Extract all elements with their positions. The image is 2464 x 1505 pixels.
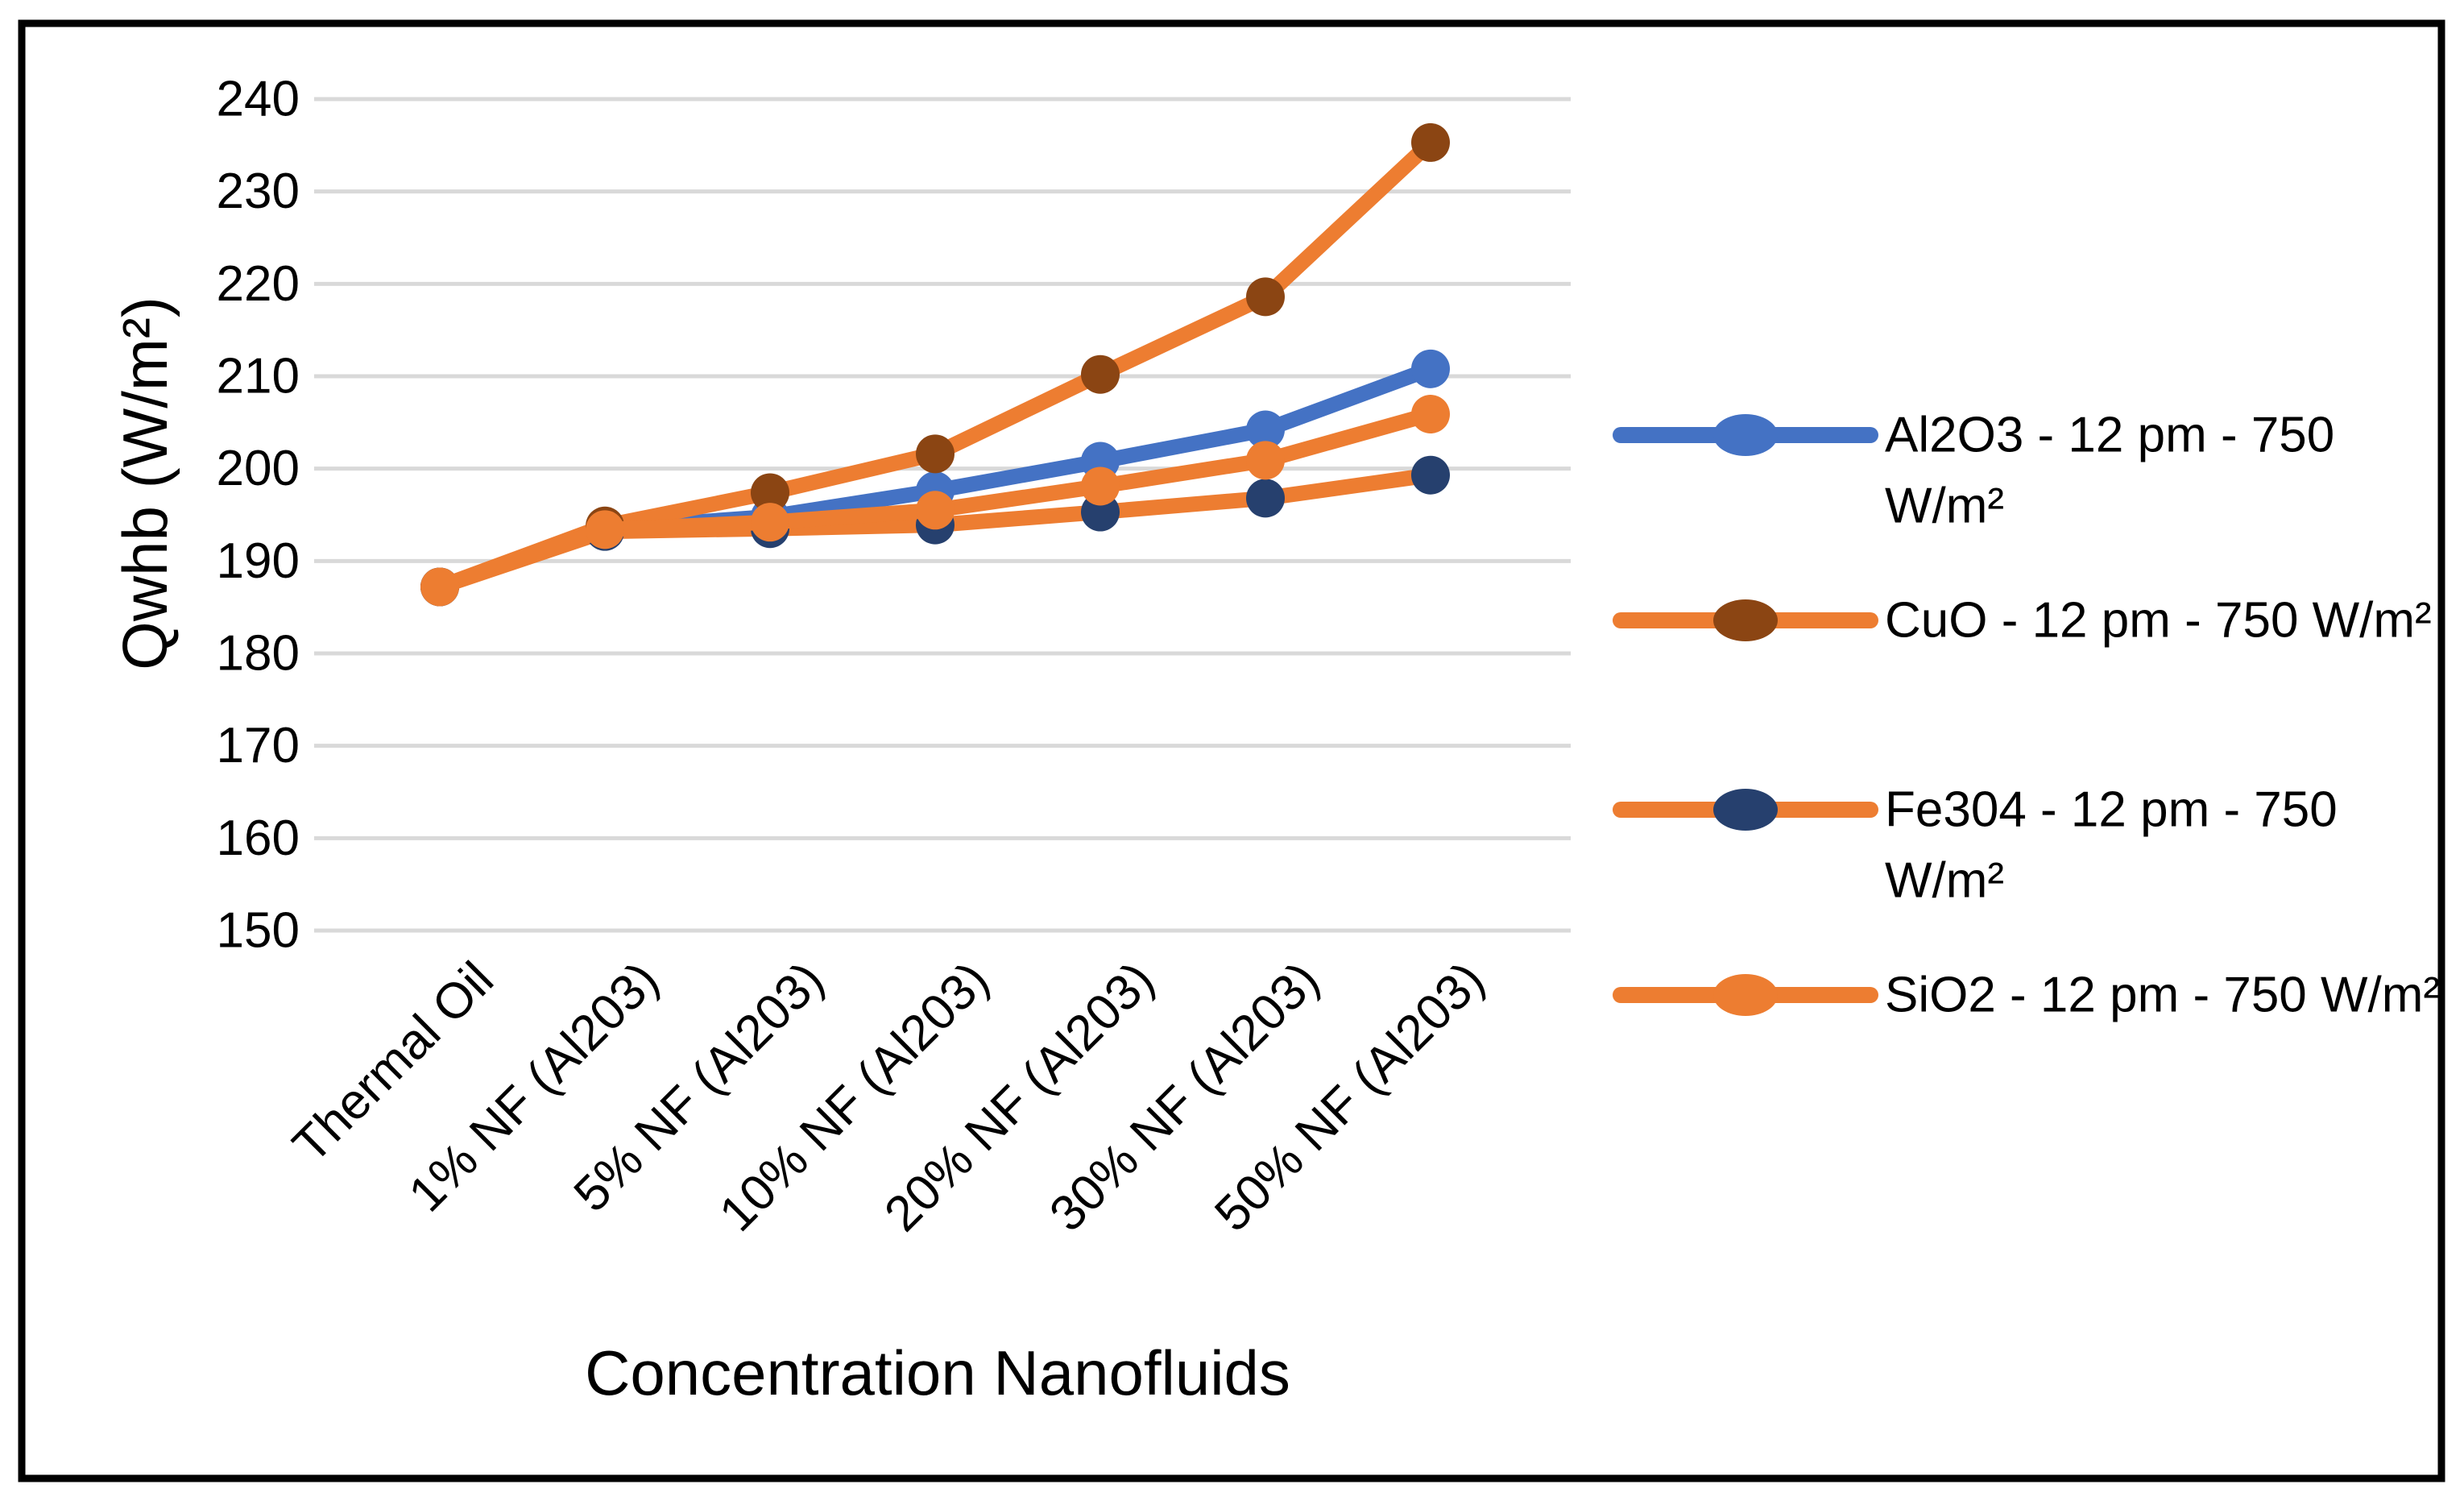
y-tick-label: 160 [217,811,300,866]
data-point-sio2-5 [1246,441,1285,480]
y-axis-title: Qwhb (W/m²) [110,296,180,670]
legend-label-fe3o4: Fe304 - 12 pm - 750 [1885,782,2338,838]
data-point-al2o3-6 [1411,349,1450,388]
legend-label-sio2: SiO2 - 12 pm - 750 W/m² [1885,968,2440,1023]
y-tick-label: 210 [217,349,300,404]
y-axis-tick-labels: 150 160 170 180 190 200 210 220 230 240 [217,72,300,959]
y-tick-label: 240 [217,72,300,127]
legend-item-fe3o4: Fe304 - 12 pm - 750 W/m² [1613,782,2338,909]
data-point-cuo-3 [916,434,955,474]
legend-item-cuo: CuO - 12 pm - 750 W/m² [1613,593,2432,649]
y-tick-label: 200 [217,441,300,496]
legend-label-cuo: CuO - 12 pm - 750 W/m² [1885,593,2432,649]
data-point-fe3o4-5 [1246,479,1285,518]
data-point-cuo-4 [1081,354,1120,394]
legend-marker-cuo [1713,599,1778,641]
legend-marker-al2o3 [1713,414,1778,456]
data-point-fe3o4-6 [1411,455,1450,495]
y-tick-label: 190 [217,533,300,589]
data-point-sio2-1 [586,510,624,549]
y-tick-label: 170 [217,718,300,773]
legend-marker-fe3o4 [1713,789,1778,831]
data-point-sio2-4 [1081,466,1120,506]
data-point-sio2-3 [916,491,955,530]
legend-label-al2o3: Al2O3 - 12 pm - 750 [1885,408,2334,463]
figure-border [18,19,2445,1482]
data-point-al2o3-5 [1246,410,1285,450]
data-point-sio2-6 [1411,395,1450,434]
data-point-sio2-2 [751,503,789,542]
legend-marker-sio2 [1713,974,1778,1016]
legend-item-al2o3: Al2O3 - 12 pm - 750 W/m² [1613,408,2334,534]
legend: Al2O3 - 12 pm - 750 W/m² CuO - 12 pm - 750… [1613,408,2440,1023]
data-point-cuo-2 [751,473,789,512]
legend-item-sio2: SiO2 - 12 pm - 750 W/m² [1613,968,2440,1023]
y-tick-label: 230 [217,164,300,219]
data-point-cuo-5 [1246,277,1285,317]
y-tick-label: 180 [217,626,300,682]
legend-label-al2o3-line2: W/m² [1885,479,2004,534]
legend-label-fe3o4-line2: W/m² [1885,853,2004,909]
x-axis-title: Concentration Nanofluids [585,1337,1290,1408]
y-tick-label: 220 [217,256,300,312]
data-point-cuo-6 [1411,122,1450,162]
y-tick-label: 150 [217,903,300,959]
series-sio2 [420,395,1450,607]
data-point-sio2-0 [420,567,459,607]
